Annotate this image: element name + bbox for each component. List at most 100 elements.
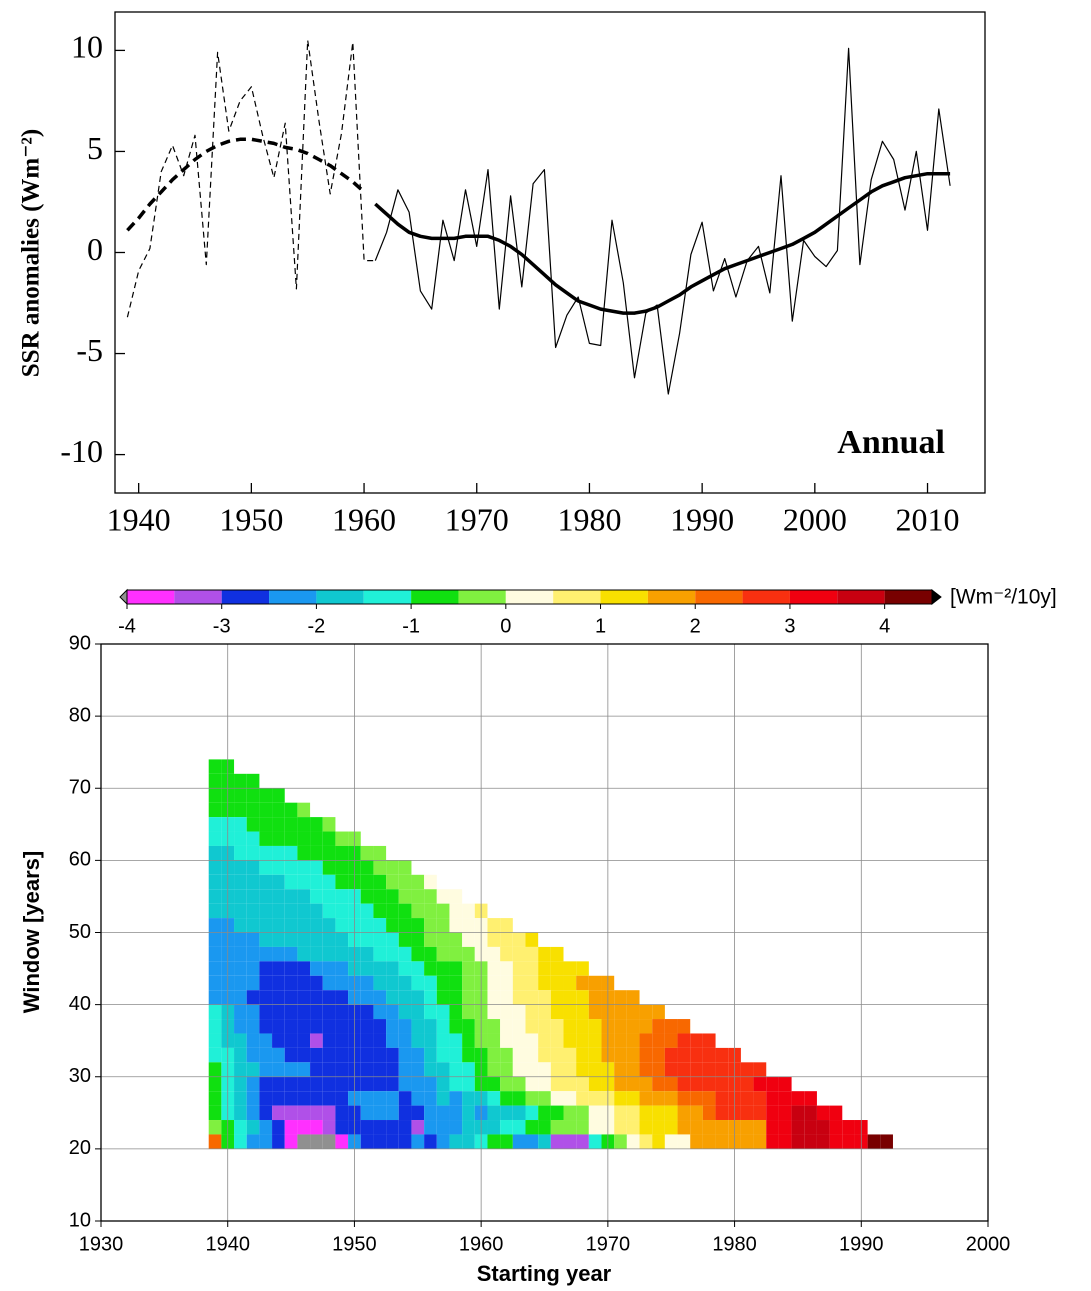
colorbar-segment: [695, 590, 743, 604]
heat-cell: [297, 1062, 311, 1077]
heat-cell: [284, 1062, 298, 1077]
heat-cell: [259, 918, 273, 933]
heat-cell: [500, 932, 513, 947]
heat-cell: [272, 1091, 285, 1106]
colorbar-segment: [789, 590, 838, 604]
heat-cell: [297, 889, 311, 904]
heat-cell: [234, 889, 247, 904]
heat-cell: [297, 1134, 311, 1149]
heat-cell: [259, 1134, 273, 1149]
heat-cell: [297, 1019, 311, 1034]
heat-cell: [297, 903, 311, 919]
heat-cell: [310, 817, 323, 832]
heat-cell: [386, 889, 399, 904]
heat-cell: [310, 1076, 323, 1092]
heat-cell: [588, 1062, 602, 1077]
heat-cell: [272, 802, 285, 818]
heat-cell: [234, 773, 247, 789]
heat-cell: [424, 932, 437, 947]
heat-cell: [284, 1105, 298, 1121]
heat-cell: [272, 1076, 285, 1092]
heat-cell: [208, 1019, 222, 1034]
heat-cell: [816, 1105, 830, 1121]
heat-cell: [335, 1134, 349, 1149]
heat-cell: [297, 961, 311, 976]
heat-cell: [436, 1019, 450, 1034]
heat-cell: [462, 1105, 475, 1121]
heat-cell: [512, 1047, 526, 1063]
heat-cell: [386, 1076, 399, 1092]
heat-cell: [360, 845, 374, 861]
heat-cell: [272, 1004, 285, 1020]
heat-cell: [550, 990, 564, 1005]
heat-cell: [398, 889, 412, 904]
heat-cell: [398, 1033, 412, 1048]
heat-cell: [766, 1134, 779, 1149]
heat-cell: [310, 946, 323, 962]
heat-cell: [424, 1076, 437, 1092]
heat-cell: [322, 1120, 336, 1135]
heat-cell: [398, 860, 412, 875]
heat-cell: [386, 860, 399, 875]
heat-cell: [588, 1120, 602, 1135]
heat-cell: [550, 1091, 564, 1106]
heat-cell: [259, 1004, 273, 1020]
heat-cell: [208, 889, 222, 904]
heat-cell: [588, 1033, 602, 1048]
heat-cell: [538, 1076, 551, 1092]
heat-cell: [234, 918, 247, 933]
heat-cell: [411, 975, 425, 991]
heat-cell: [525, 1047, 539, 1063]
heat-cell: [576, 1062, 589, 1077]
x-tick-label: 2000: [783, 501, 847, 537]
x-tick-label: 1960: [332, 501, 396, 537]
heat-cell: [284, 889, 298, 904]
heat-cell: [538, 946, 551, 962]
heat-cell: [208, 773, 222, 789]
heat-cell: [500, 961, 513, 976]
heat-cell: [310, 961, 323, 976]
heat-cell: [550, 1004, 564, 1020]
heat-cell: [791, 1120, 805, 1135]
heat-cell: [804, 1091, 817, 1106]
heat-cell: [740, 1105, 754, 1121]
heat-cell: [639, 1033, 653, 1048]
heat-cell: [360, 1134, 374, 1149]
heat-cell: [842, 1134, 855, 1149]
x-tick-label: 1950: [219, 501, 283, 537]
heat-cell: [246, 1091, 260, 1106]
heat-cell: [259, 1120, 273, 1135]
colorbar-segment: [600, 590, 648, 604]
heat-cell: [360, 1033, 374, 1048]
heat-cell: [436, 1033, 450, 1048]
heat-cell: [398, 975, 412, 991]
y-tick-label: 10: [69, 1209, 91, 1231]
heat-cell: [246, 961, 260, 976]
heat-cell: [360, 860, 374, 875]
heat-cell: [360, 1120, 374, 1135]
heat-cell: [284, 1076, 298, 1092]
heat-cell: [778, 1105, 792, 1121]
colorbar-segment: [316, 590, 364, 604]
heat-cell: [424, 1091, 437, 1106]
heat-cell: [614, 1004, 627, 1020]
heat-cell: [322, 1076, 336, 1092]
heat-cell: [753, 1134, 767, 1149]
heat-cell: [208, 990, 222, 1005]
heat-cell: [411, 1033, 425, 1048]
heat-cell: [297, 874, 311, 890]
heat-cell: [284, 874, 298, 890]
heat-cell: [335, 1120, 349, 1135]
heat-cell: [411, 1004, 425, 1020]
x-tick-label: 2000: [966, 1233, 1011, 1255]
heat-cell: [664, 1062, 678, 1077]
heat-cell: [234, 903, 247, 919]
heat-cell: [373, 903, 387, 919]
heat-cell: [386, 1004, 399, 1020]
heat-cell: [310, 874, 323, 890]
heat-cell: [538, 1105, 551, 1121]
heat-cell: [272, 1033, 285, 1048]
heat-cell: [449, 889, 463, 904]
heat-cell: [576, 1019, 589, 1034]
heat-cell: [234, 975, 247, 991]
